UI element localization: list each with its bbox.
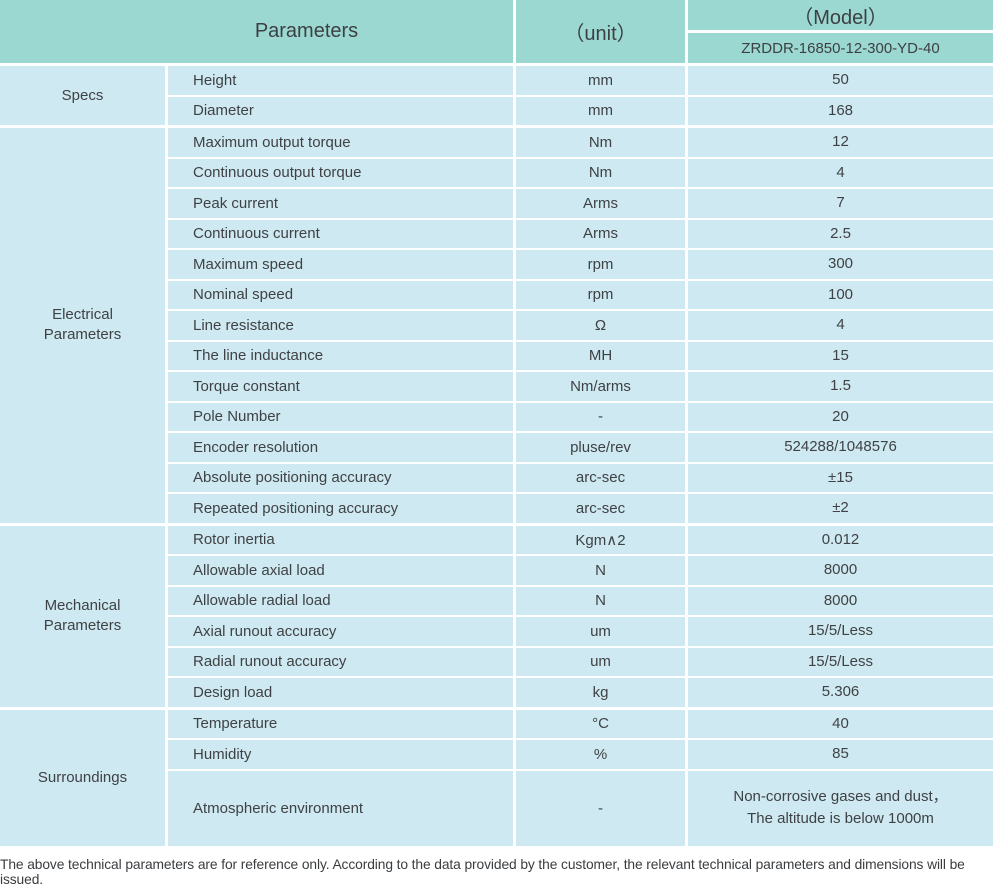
value-cell: 40 — [688, 709, 993, 738]
section-electrical: Electrical Parameters Maximum output tor… — [0, 128, 993, 523]
param-cell: Temperature — [168, 709, 513, 738]
value-cell: 524288/1048576 — [688, 433, 993, 462]
param-cell: Torque constant — [168, 372, 513, 401]
section-label: Mechanical Parameters — [0, 525, 165, 707]
unit-cell: arc-sec — [516, 494, 685, 523]
param-cell: Maximum speed — [168, 250, 513, 279]
spec-table: Parameters （unit） （Model） ZRDDR-16850-12… — [0, 0, 993, 846]
section-mechanical: Mechanical Parameters Rotor inertia Kgm∧… — [0, 525, 993, 707]
param-cell: Height — [168, 66, 513, 95]
value-cell: 12 — [688, 128, 993, 157]
unit-cell: % — [516, 740, 685, 769]
unit-cell: °C — [516, 709, 685, 738]
header-unit: （unit） — [516, 0, 685, 63]
value-cell: 7 — [688, 189, 993, 218]
param-cell: Radial runout accuracy — [168, 647, 513, 676]
value-cell: 0.012 — [688, 525, 993, 554]
param-cell: Continuous current — [168, 219, 513, 248]
value-cell: ±2 — [688, 494, 993, 523]
section-specs: Specs Height mm 50 Diameter mm 168 — [0, 66, 993, 125]
param-cell: Nominal speed — [168, 280, 513, 309]
param-cell: The line inductance — [168, 341, 513, 370]
table-header: Parameters （unit） （Model） ZRDDR-16850-12… — [0, 0, 993, 63]
param-cell: Axial runout accuracy — [168, 617, 513, 646]
value-cell: 2.5 — [688, 219, 993, 248]
param-cell: Design load — [168, 678, 513, 707]
param-cell: Humidity — [168, 740, 513, 769]
header-model-number: ZRDDR-16850-12-300-YD-40 — [688, 33, 993, 63]
param-cell: Allowable radial load — [168, 586, 513, 615]
unit-cell: Ω — [516, 311, 685, 340]
unit-cell: pluse/rev — [516, 433, 685, 462]
param-cell: Atmospheric environment — [168, 770, 513, 846]
value-cell: 100 — [688, 280, 993, 309]
unit-cell: kg — [516, 678, 685, 707]
unit-cell: Arms — [516, 189, 685, 218]
section-label: Electrical Parameters — [0, 128, 165, 523]
param-cell: Diameter — [168, 96, 513, 125]
unit-cell: um — [516, 647, 685, 676]
section-label: Surroundings — [0, 709, 165, 846]
unit-cell: Kgm∧2 — [516, 525, 685, 554]
unit-cell: um — [516, 617, 685, 646]
param-cell: Line resistance — [168, 311, 513, 340]
unit-cell: Arms — [516, 219, 685, 248]
section-surroundings: Surroundings Temperature °C 40 Humidity … — [0, 709, 993, 846]
param-cell: Encoder resolution — [168, 433, 513, 462]
value-cell: 15/5/Less — [688, 647, 993, 676]
value-cell: 168 — [688, 96, 993, 125]
param-cell: Pole Number — [168, 402, 513, 431]
unit-cell: arc-sec — [516, 463, 685, 492]
unit-cell: Nm — [516, 158, 685, 187]
value-cell: 5.306 — [688, 678, 993, 707]
value-cell: 15/5/Less — [688, 617, 993, 646]
unit-cell: MH — [516, 341, 685, 370]
value-cell: 15 — [688, 341, 993, 370]
header-model: （Model） — [688, 0, 993, 30]
param-cell: Continuous output torque — [168, 158, 513, 187]
value-cell: 8000 — [688, 556, 993, 585]
unit-cell: Nm/arms — [516, 372, 685, 401]
unit-cell: - — [516, 402, 685, 431]
param-cell: Repeated positioning accuracy — [168, 494, 513, 523]
unit-cell: N — [516, 586, 685, 615]
unit-cell: rpm — [516, 250, 685, 279]
unit-cell: rpm — [516, 280, 685, 309]
param-cell: Rotor inertia — [168, 525, 513, 554]
unit-cell: N — [516, 556, 685, 585]
value-cell: 50 — [688, 66, 993, 95]
value-cell: 300 — [688, 250, 993, 279]
param-cell: Absolute positioning accuracy — [168, 463, 513, 492]
param-cell: Maximum output torque — [168, 128, 513, 157]
unit-cell: Nm — [516, 128, 685, 157]
value-cell: 4 — [688, 311, 993, 340]
value-cell: 4 — [688, 158, 993, 187]
unit-cell: mm — [516, 66, 685, 95]
value-cell: 1.5 — [688, 372, 993, 401]
value-cell: 85 — [688, 740, 993, 769]
value-cell: 20 — [688, 402, 993, 431]
header-parameters: Parameters — [0, 0, 513, 63]
footer-note: The above technical parameters are for r… — [0, 856, 965, 887]
unit-cell: mm — [516, 96, 685, 125]
value-cell: 8000 — [688, 586, 993, 615]
unit-cell: - — [516, 770, 685, 846]
param-cell: Allowable axial load — [168, 556, 513, 585]
value-cell: ±15 — [688, 463, 993, 492]
section-label: Specs — [0, 66, 165, 125]
value-cell: Non-corrosive gases and dust， The altitu… — [688, 770, 993, 846]
param-cell: Peak current — [168, 189, 513, 218]
